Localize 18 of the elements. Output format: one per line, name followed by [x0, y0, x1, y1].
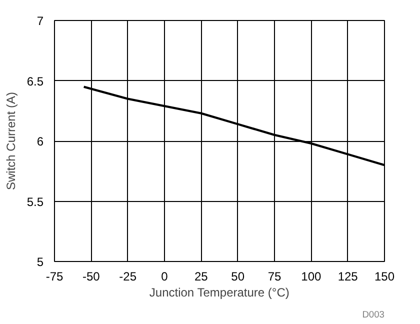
x-tick-label: 100 — [301, 270, 322, 284]
x-tick-label: 50 — [231, 270, 245, 284]
y-tick-label: 5 — [36, 255, 44, 269]
text: D003 — [362, 310, 385, 320]
x-axis-title: Junction Temperature (°C) — [149, 286, 290, 300]
x-tick-label: 25 — [194, 270, 208, 284]
y-tick-label: 6.5 — [26, 74, 44, 88]
x-tick-label: 150 — [374, 270, 395, 284]
x-tick-label: -75 — [46, 270, 64, 284]
x-tick-label: 125 — [338, 270, 358, 284]
y-axis-title: Switch Current (A) — [4, 92, 18, 190]
x-tick-label: -50 — [82, 270, 100, 284]
y-tick-label: 7 — [36, 14, 44, 28]
x-tick-label: 0 — [161, 270, 168, 284]
y-tick-label: 6 — [36, 134, 44, 148]
x-tick-label: -25 — [119, 270, 137, 284]
y-tick-label: 5.5 — [26, 194, 44, 209]
x-tick-label: 75 — [268, 270, 282, 284]
